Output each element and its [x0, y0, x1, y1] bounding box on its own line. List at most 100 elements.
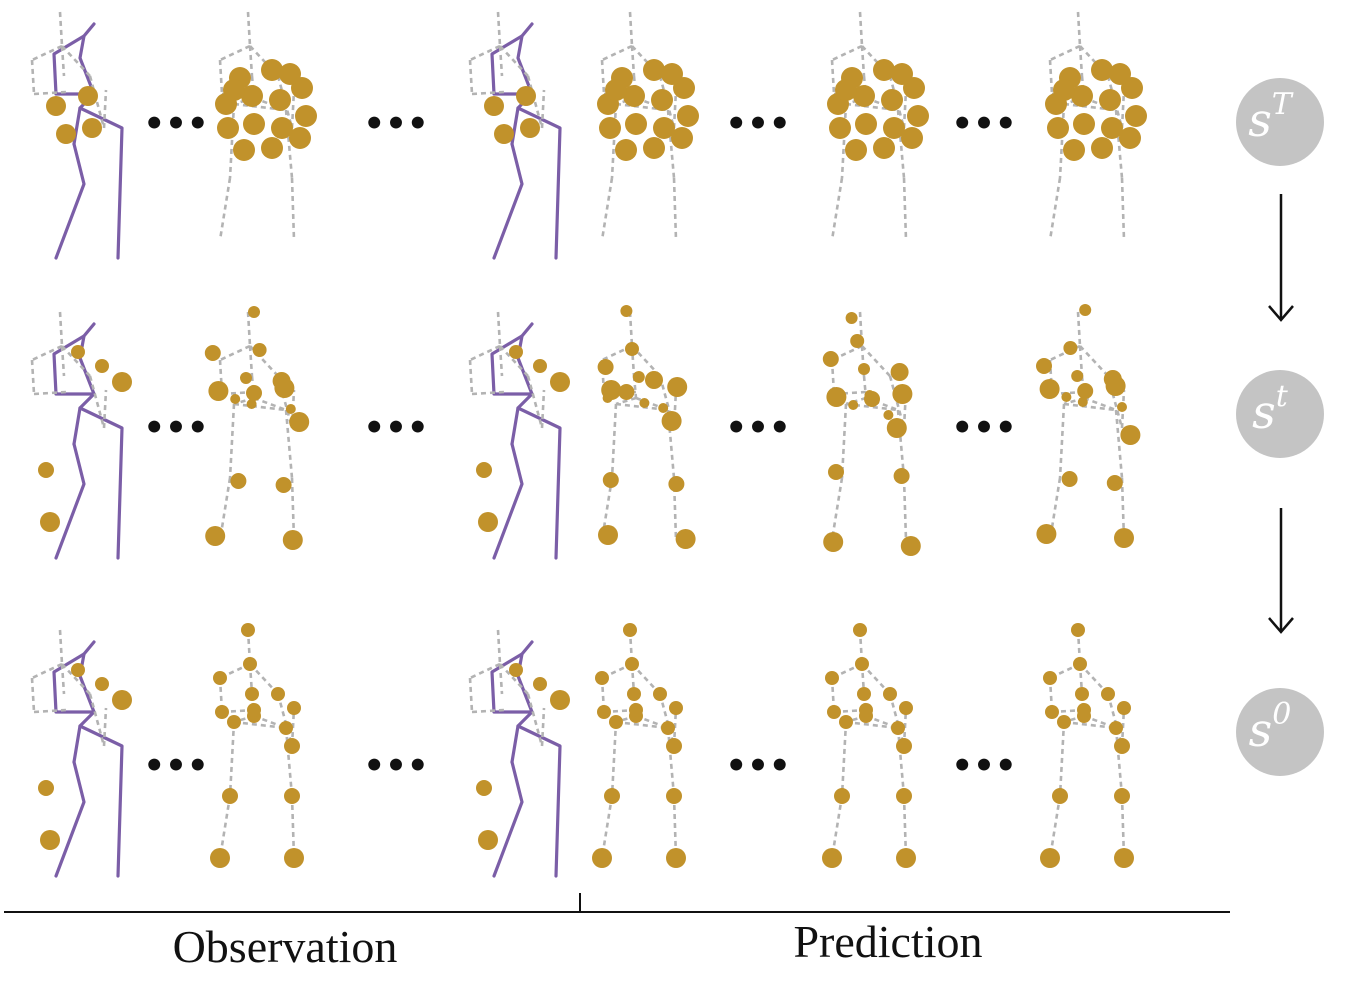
joint-point	[269, 89, 291, 111]
joint-point	[240, 372, 252, 384]
joint-point	[883, 687, 897, 701]
joint-point	[95, 677, 109, 691]
joint-point	[834, 788, 850, 804]
skeleton-bone	[615, 396, 637, 406]
skeleton-bone	[102, 89, 108, 129]
joint-point	[892, 384, 913, 404]
joint-point	[112, 372, 132, 392]
skeleton-bone	[61, 663, 91, 695]
joint-point	[295, 105, 317, 127]
skeleton-bone	[496, 311, 502, 347]
ellipsis-gap: •••	[951, 746, 1016, 786]
skeleton-bone	[290, 89, 296, 129]
joint-point	[271, 687, 285, 701]
joint-point	[1040, 848, 1060, 868]
joint-point	[230, 394, 241, 404]
arrow-head	[1268, 617, 1294, 634]
skeleton-bone	[1049, 344, 1081, 362]
joint-point	[40, 512, 60, 532]
joint-point	[1125, 105, 1147, 127]
skeleton-bone	[860, 45, 866, 77]
skeleton-frame	[597, 305, 696, 549]
joint-point	[289, 412, 310, 432]
skeleton-bone	[31, 662, 63, 680]
skeleton-bone	[840, 403, 848, 479]
skeleton-bone	[628, 311, 634, 347]
joint-point	[215, 705, 229, 719]
joint-point	[82, 118, 102, 138]
joint-point	[1117, 402, 1127, 412]
observed-pose-limb	[52, 640, 96, 714]
observed-pose-limb	[510, 724, 520, 764]
joint-point	[1075, 687, 1089, 701]
joint-point	[1079, 304, 1092, 316]
state-symbol: s	[1249, 703, 1273, 757]
ellipsis-gap: •••	[725, 746, 790, 786]
observed-frame	[30, 311, 132, 560]
diffusion-state: s0	[1236, 688, 1324, 776]
skeleton-bone	[218, 477, 232, 541]
joint-point	[886, 418, 907, 438]
joint-point	[623, 623, 637, 637]
observed-pose-limb	[510, 106, 520, 146]
joint-point	[275, 477, 292, 493]
skeleton-bone	[672, 89, 678, 129]
joint-point	[252, 343, 267, 357]
joint-point	[627, 687, 641, 701]
joint-point	[1057, 715, 1071, 729]
joint-point	[620, 305, 633, 317]
joint-point	[282, 530, 303, 550]
joint-point	[597, 359, 614, 375]
joint-point	[625, 342, 639, 356]
skeleton-bone	[830, 477, 844, 541]
skeleton-bone	[499, 663, 529, 695]
joint-point	[598, 525, 618, 545]
skeleton-bone	[1063, 720, 1117, 730]
joint-point	[204, 345, 221, 361]
skeleton-bone	[499, 45, 529, 77]
joint-point	[1101, 687, 1115, 701]
joint-point	[632, 371, 645, 383]
skeleton-bone	[610, 403, 618, 479]
state-circle	[1236, 370, 1324, 458]
skeleton-bone	[830, 177, 844, 241]
skeleton-frame	[822, 311, 921, 556]
observed-pose-limb	[510, 406, 520, 446]
joint-point	[261, 59, 283, 81]
skeleton-bone	[1120, 89, 1126, 129]
joint-point	[1071, 623, 1085, 637]
skeleton-bone	[60, 663, 66, 695]
joint-point	[625, 113, 647, 135]
joint-point	[261, 137, 283, 159]
joint-point	[1105, 376, 1126, 396]
skeleton-frame	[827, 11, 929, 241]
observed-pose-limb	[72, 724, 82, 764]
ellipsis-gap: •••	[951, 408, 1016, 448]
skeleton-bone	[540, 389, 546, 429]
joint-point	[822, 848, 842, 868]
joint-point	[881, 89, 903, 111]
joint-point	[46, 96, 66, 116]
skeleton-bone	[601, 44, 633, 62]
ellipsis-gap: •••	[143, 104, 208, 144]
skeleton-frame	[822, 623, 916, 868]
joint-point	[643, 59, 665, 81]
joint-point	[95, 359, 109, 373]
joint-point	[246, 399, 257, 409]
skeleton-bone	[61, 345, 91, 377]
skeleton-bone	[228, 403, 236, 479]
joint-point	[858, 363, 870, 375]
joint-point	[597, 705, 611, 719]
joint-point	[78, 86, 98, 106]
skeleton-bone	[540, 89, 546, 129]
joint-point	[1047, 117, 1069, 139]
joint-point	[615, 139, 637, 161]
skeleton-bone	[831, 44, 863, 62]
joint-point	[839, 715, 853, 729]
skeleton-bone	[601, 344, 633, 362]
joint-point	[241, 85, 263, 107]
diffusion-state: sT	[1236, 78, 1324, 166]
skeleton-bone	[1048, 177, 1062, 241]
state-symbol: s	[1252, 385, 1276, 439]
joint-point	[658, 403, 669, 413]
